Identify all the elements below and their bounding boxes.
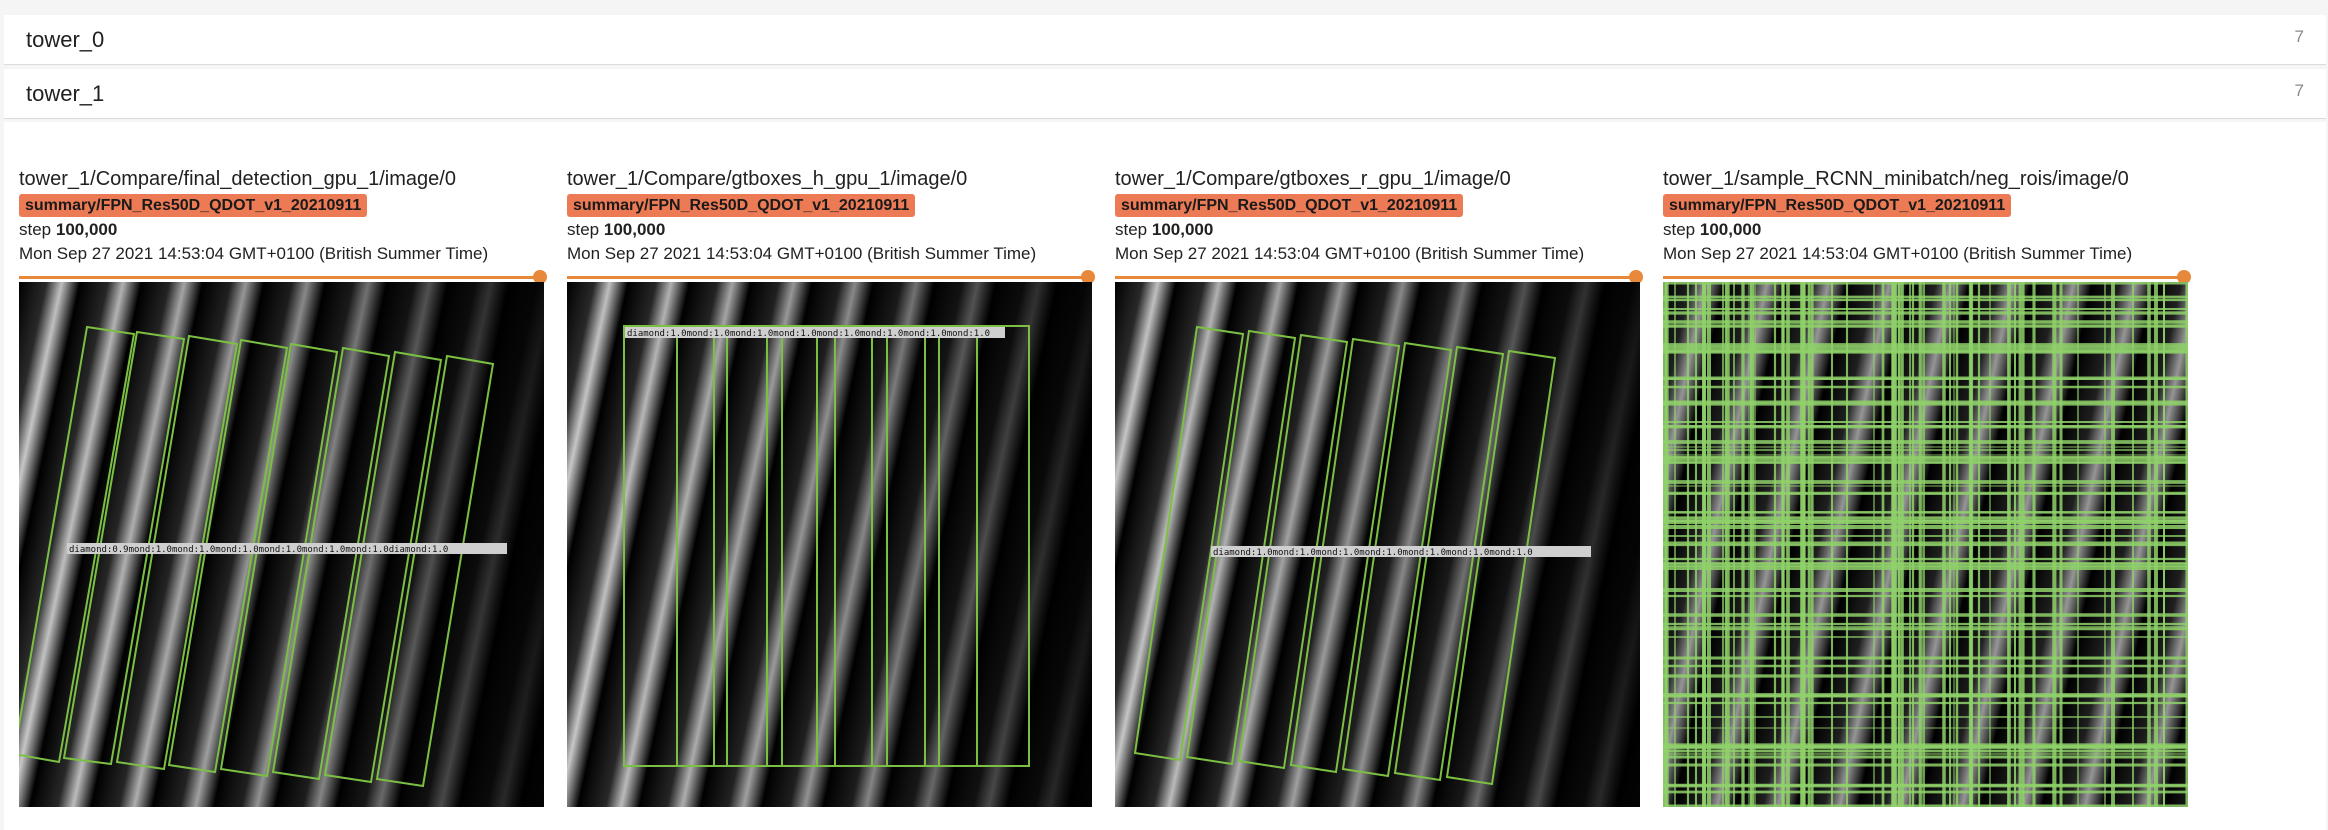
- svg-text:diamond:0.9mond:1.0mond:1.0mon: diamond:0.9mond:1.0mond:1.0mond:1.0mond:…: [69, 545, 448, 555]
- slider-thumb[interactable]: [1629, 270, 1643, 284]
- slider-thumb[interactable]: [2177, 270, 2191, 284]
- step-readout: step 100,000: [19, 220, 118, 239]
- run-badge: summary/FPN_Res50D_QDOT_v1_20210911: [1663, 194, 2012, 217]
- timestamp: Mon Sep 27 2021 14:53:04 GMT+0100 (Briti…: [1115, 244, 1585, 263]
- slider-thumb[interactable]: [533, 270, 547, 284]
- image-card-gtboxes-h: tower_1/Compare/gtboxes_h_gpu_1/image/0 …: [567, 144, 1107, 824]
- slider-track[interactable]: [19, 276, 541, 279]
- summary-image: diamond:1.0mond:1.0mond:1.0mond:1.0mond:…: [1115, 282, 1640, 807]
- step-slider[interactable]: [567, 270, 1095, 286]
- run-badge: summary/FPN_Res50D_QDOT_v1_20210911: [567, 194, 916, 217]
- card-title: tower_1/sample_RCNN_minibatch/neg_rois/i…: [1663, 168, 2129, 190]
- image-card-neg-rois: tower_1/sample_RCNN_minibatch/neg_rois/i…: [1663, 144, 2203, 824]
- box-labels: diamond:1.0mond:1.0mond:1.0mond:1.0mond:…: [625, 327, 1005, 339]
- run-badge: summary/FPN_Res50D_QDOT_v1_20210911: [1115, 194, 1464, 217]
- tag-group-count: 7: [2294, 27, 2304, 46]
- slider-track[interactable]: [1663, 276, 2185, 279]
- step-readout: step 100,000: [1115, 220, 1214, 239]
- summary-image: diamond:0.9mond:1.0mond:1.0mond:1.0mond:…: [19, 282, 544, 807]
- tag-group-tower-0[interactable]: tower_0 7: [4, 15, 2326, 65]
- step-slider[interactable]: [1663, 270, 2191, 286]
- tag-group-count: 7: [2294, 81, 2304, 100]
- step-slider[interactable]: [1115, 270, 1643, 286]
- image-cards-area: tower_1/Compare/final_detection_gpu_1/im…: [4, 122, 2326, 830]
- step-readout: step 100,000: [567, 220, 666, 239]
- timestamp: Mon Sep 27 2021 14:53:04 GMT+0100 (Briti…: [567, 244, 1037, 263]
- slider-track[interactable]: [567, 276, 1089, 279]
- tag-group-name: tower_0: [26, 27, 105, 52]
- box-labels: diamond:0.9mond:1.0mond:1.0mond:1.0mond:…: [67, 543, 507, 555]
- image-card-final-detection: tower_1/Compare/final_detection_gpu_1/im…: [19, 144, 559, 824]
- slider-track[interactable]: [1115, 276, 1637, 279]
- svg-text:diamond:1.0mond:1.0mond:1.0mon: diamond:1.0mond:1.0mond:1.0mond:1.0mond:…: [1213, 548, 1533, 558]
- step-readout: step 100,000: [1663, 220, 1762, 239]
- top-bar: [0, 0, 2328, 14]
- card-title: tower_1/Compare/final_detection_gpu_1/im…: [19, 168, 456, 190]
- tag-group-tower-1[interactable]: tower_1 7: [4, 69, 2326, 119]
- tag-group-name: tower_1: [26, 81, 105, 106]
- svg-text:diamond:1.0mond:1.0mond:1.0mon: diamond:1.0mond:1.0mond:1.0mond:1.0mond:…: [627, 329, 990, 339]
- step-slider[interactable]: [19, 270, 547, 286]
- card-title: tower_1/Compare/gtboxes_r_gpu_1/image/0: [1115, 168, 1511, 190]
- slider-thumb[interactable]: [1081, 270, 1095, 284]
- run-badge: summary/FPN_Res50D_QDOT_v1_20210911: [19, 194, 368, 217]
- summary-image: diamond:1.0mond:1.0mond:1.0mond:1.0mond:…: [567, 282, 1092, 807]
- image-card-gtboxes-r: tower_1/Compare/gtboxes_r_gpu_1/image/0 …: [1115, 144, 1655, 824]
- card-title: tower_1/Compare/gtboxes_h_gpu_1/image/0: [567, 168, 968, 190]
- box-labels: diamond:1.0mond:1.0mond:1.0mond:1.0mond:…: [1211, 546, 1591, 558]
- timestamp: Mon Sep 27 2021 14:53:04 GMT+0100 (Briti…: [19, 244, 489, 263]
- timestamp: Mon Sep 27 2021 14:53:04 GMT+0100 (Briti…: [1663, 244, 2133, 263]
- summary-image: [1663, 282, 2188, 807]
